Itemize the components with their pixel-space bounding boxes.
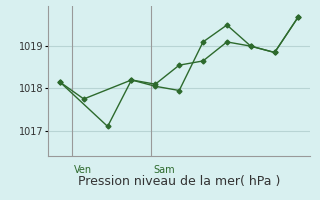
- X-axis label: Pression niveau de la mer( hPa ): Pression niveau de la mer( hPa ): [78, 175, 280, 188]
- Text: Sam: Sam: [153, 165, 175, 175]
- Text: Ven: Ven: [74, 165, 92, 175]
